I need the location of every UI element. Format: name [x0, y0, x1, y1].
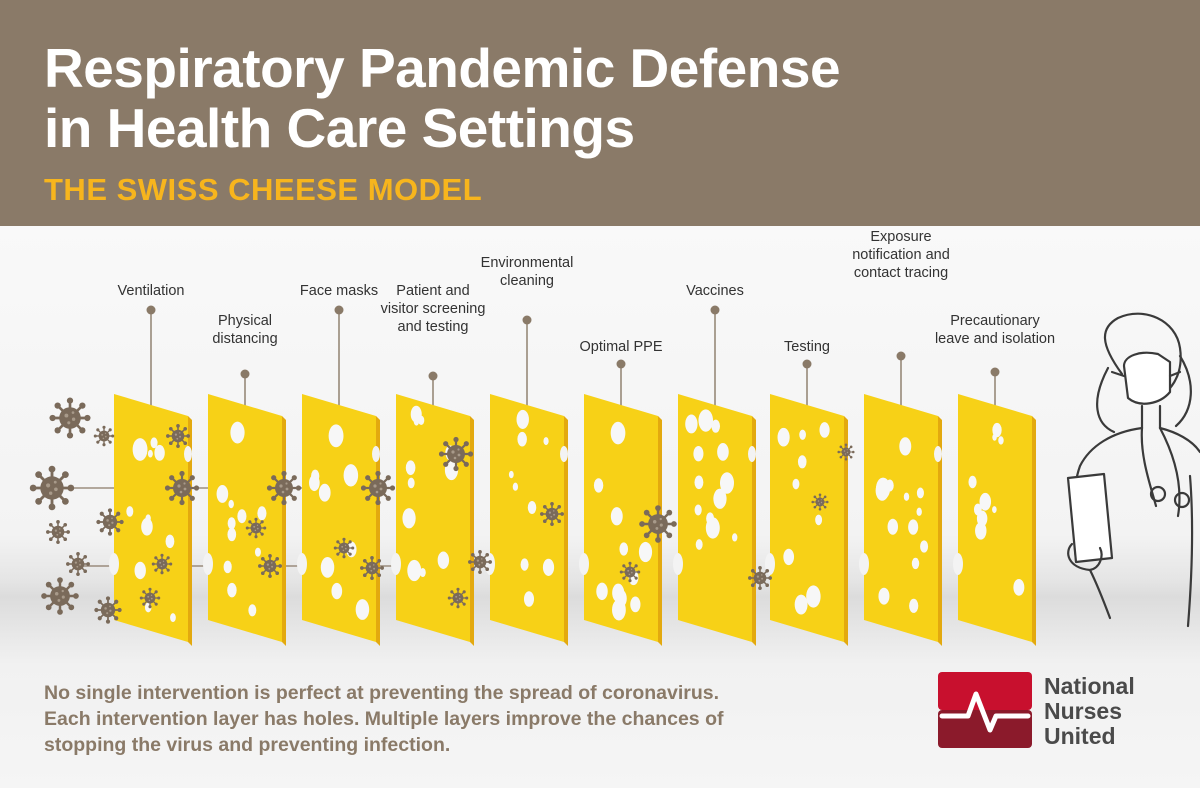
- footer-line-2: Each intervention layer has holes. Multi…: [44, 708, 724, 730]
- virus-icon: [637, 503, 679, 545]
- title-line-2: in Health Care Settings: [44, 97, 635, 159]
- virus-icon: [165, 423, 191, 449]
- swiss-cheese-diagram: [28, 305, 1200, 646]
- nurse-illustration: [1066, 312, 1200, 628]
- layer-label-line: Environmental: [480, 255, 574, 271]
- layer-label-line: Optimal PPE: [579, 339, 663, 355]
- layer-label-line: Testing: [784, 339, 830, 355]
- layer-label-line: contact tracing: [853, 265, 949, 281]
- nnu-logo-icon: [938, 672, 1032, 748]
- layer-label: Ventilation: [118, 282, 185, 300]
- cheese-slice: [765, 394, 848, 646]
- layer-pointer: [146, 305, 156, 412]
- virus-icon: [437, 435, 475, 473]
- footer-line-3: stopping the virus and preventing infect…: [44, 734, 451, 756]
- layer-pointer: [616, 359, 626, 412]
- layer-pointer: [522, 315, 532, 412]
- layer-label: Patient and visitor screening and testing: [381, 282, 486, 336]
- cheese-slice: [953, 394, 1036, 646]
- layer-label-line: distancing: [212, 331, 278, 347]
- layer-label: Physical distancing: [212, 312, 277, 348]
- cheese-slice: [391, 394, 474, 646]
- virus-icon: [467, 549, 493, 575]
- virus-icon: [95, 507, 125, 537]
- layer-label-line: visitor screening: [380, 301, 486, 317]
- virus-icon: [447, 587, 469, 609]
- virus-icon: [28, 464, 76, 512]
- virus-icon: [810, 492, 830, 512]
- layer-label-line: Exposure: [870, 229, 932, 245]
- layer-label-line: Face masks: [299, 283, 379, 299]
- cheese-slice: [203, 394, 286, 646]
- title-line-1: Respiratory Pandemic Defense: [44, 37, 841, 99]
- layer-pointer: [710, 305, 720, 412]
- virus-icon: [93, 595, 123, 625]
- cheese-slice: [859, 394, 942, 646]
- cheese-slice: [109, 394, 192, 646]
- cheese-slice: [485, 394, 568, 646]
- layer-label-line: Patient and: [396, 283, 470, 299]
- virus-icon: [139, 587, 161, 609]
- layer-pointer: [802, 359, 812, 412]
- layer-label: Precautionary leave and isolation: [935, 312, 1055, 348]
- virus-icon: [619, 561, 641, 583]
- layer-label: Testing: [784, 338, 830, 356]
- layer-label: Exposure notification and contact tracing: [852, 228, 950, 282]
- layer-label: Optimal PPE: [580, 338, 663, 356]
- virus-icon: [257, 553, 283, 579]
- footer-line-1: No single intervention is perfect at pre…: [44, 682, 720, 704]
- virus-icon: [836, 442, 856, 462]
- virus-icon: [359, 469, 397, 507]
- cheese-slice: [673, 394, 756, 646]
- logo-text-line-2: Nurses: [1044, 698, 1122, 724]
- nnu-logo: National Nurses United: [938, 672, 1178, 752]
- layer-label: Vaccines: [686, 282, 744, 300]
- virus-icon: [359, 555, 385, 581]
- virus-icon: [333, 537, 355, 559]
- layer-label-line: Vaccines: [686, 283, 744, 299]
- layer-label-line: Precautionary: [950, 313, 1040, 329]
- logo-text-line-3: United: [1044, 723, 1116, 749]
- footer-description: No single intervention is perfect at pre…: [44, 680, 884, 758]
- layer-label-line: Physical: [217, 313, 272, 329]
- layer-label-line: cleaning: [499, 273, 554, 289]
- virus-icon: [65, 551, 91, 577]
- header-banner: Respiratory Pandemic Defense in Health C…: [0, 0, 1200, 226]
- layer-label-line: and testing: [397, 319, 469, 335]
- virus-icon: [39, 575, 81, 617]
- layer-label-line: leave and isolation: [934, 331, 1056, 347]
- virus-icon: [245, 517, 267, 539]
- virus-icon: [539, 501, 565, 527]
- diagram-area: Ventilation Physical distancing Face masks P…: [0, 226, 1200, 788]
- logo-text-line-1: National: [1044, 673, 1135, 699]
- layer-label-line: Ventilation: [117, 283, 185, 299]
- virus-icon: [45, 519, 71, 545]
- virus-icon: [747, 565, 773, 591]
- layer-pointer: [896, 351, 906, 412]
- virus-icon: [163, 469, 201, 507]
- layer-pointer: [334, 305, 344, 412]
- virus-icon: [93, 425, 115, 447]
- virus-icon: [265, 469, 303, 507]
- layer-label: Face masks: [300, 282, 378, 300]
- subtitle: THE SWISS CHEESE MODEL: [44, 172, 483, 207]
- virus-icon: [151, 553, 173, 575]
- nnu-logo-text: National Nurses United: [1044, 674, 1135, 749]
- layer-label-line: notification and: [852, 247, 950, 263]
- virus-icon: [48, 396, 92, 440]
- cheese-slice: [297, 394, 380, 646]
- layer-label: Environmental cleaning: [481, 254, 574, 290]
